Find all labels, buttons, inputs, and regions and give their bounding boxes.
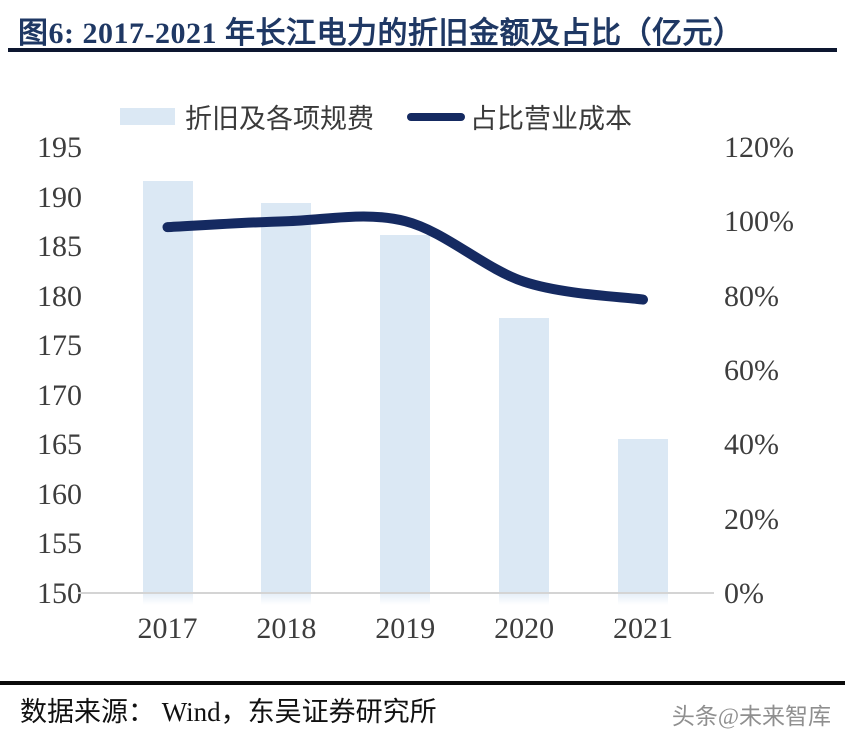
x-label-2021: 2021 <box>613 612 673 645</box>
left-axis-tick-160: 160 <box>37 477 82 511</box>
right-axis-tick-120%: 120% <box>724 131 794 164</box>
left-axis-tick-175: 175 <box>37 329 82 363</box>
left-axis-tick-150: 150 <box>37 577 82 610</box>
data-source-text: 数据来源： Wind，东吴证券研究所 <box>20 697 437 727</box>
x-label-2017: 2017 <box>137 612 198 645</box>
category-axis-line <box>78 592 714 594</box>
bar-foot-2018 <box>261 594 312 605</box>
left-axis-tick-190: 190 <box>37 180 82 214</box>
right-axis-tick-80%: 80% <box>724 279 779 313</box>
right-axis-tick-20%: 20% <box>724 502 779 536</box>
right-axis-tick-100%: 100% <box>724 205 794 239</box>
x-label-2020: 2020 <box>494 612 555 645</box>
right-axis-tick-40%: 40% <box>724 428 779 462</box>
left-axis-tick-155: 155 <box>37 527 82 561</box>
bar-foot-2019 <box>380 594 431 605</box>
left-axis-tick-165: 165 <box>37 428 82 462</box>
left-axis-tick-185: 185 <box>37 230 82 264</box>
legend-line-label: 占比营业成本 <box>470 104 632 134</box>
depreciation-bar-2017 <box>142 180 193 594</box>
bar-foot-2020 <box>499 594 550 605</box>
legend-bar-label: 折旧及各项规费 <box>185 104 374 134</box>
legend-bar-swatch <box>120 108 175 125</box>
x-label-2019: 2019 <box>375 612 436 645</box>
watermark-text: 头条@未来智库 <box>671 704 831 729</box>
depreciation-bar-2021 <box>618 439 668 594</box>
depreciation-bar-2020 <box>499 318 550 594</box>
left-axis-tick-170: 170 <box>37 378 82 412</box>
bar-foot-2021 <box>618 594 668 605</box>
figure-title: 图6: 2017-2021 年长江电力的折旧金额及占比（亿元） <box>18 17 744 50</box>
x-label-2018: 2018 <box>256 612 317 645</box>
depreciation-bar-2019 <box>380 235 431 594</box>
left-axis-tick-180: 180 <box>37 279 82 313</box>
left-axis-tick-195: 195 <box>37 131 82 164</box>
right-axis-tick-0%: 0% <box>724 577 764 610</box>
bar-foot-2017 <box>142 594 193 605</box>
legend-line-swatch <box>407 113 465 121</box>
right-axis-tick-60%: 60% <box>724 354 779 387</box>
title-underline <box>8 48 837 52</box>
footer-divider <box>0 681 845 685</box>
depreciation-bar-2018 <box>261 202 312 594</box>
